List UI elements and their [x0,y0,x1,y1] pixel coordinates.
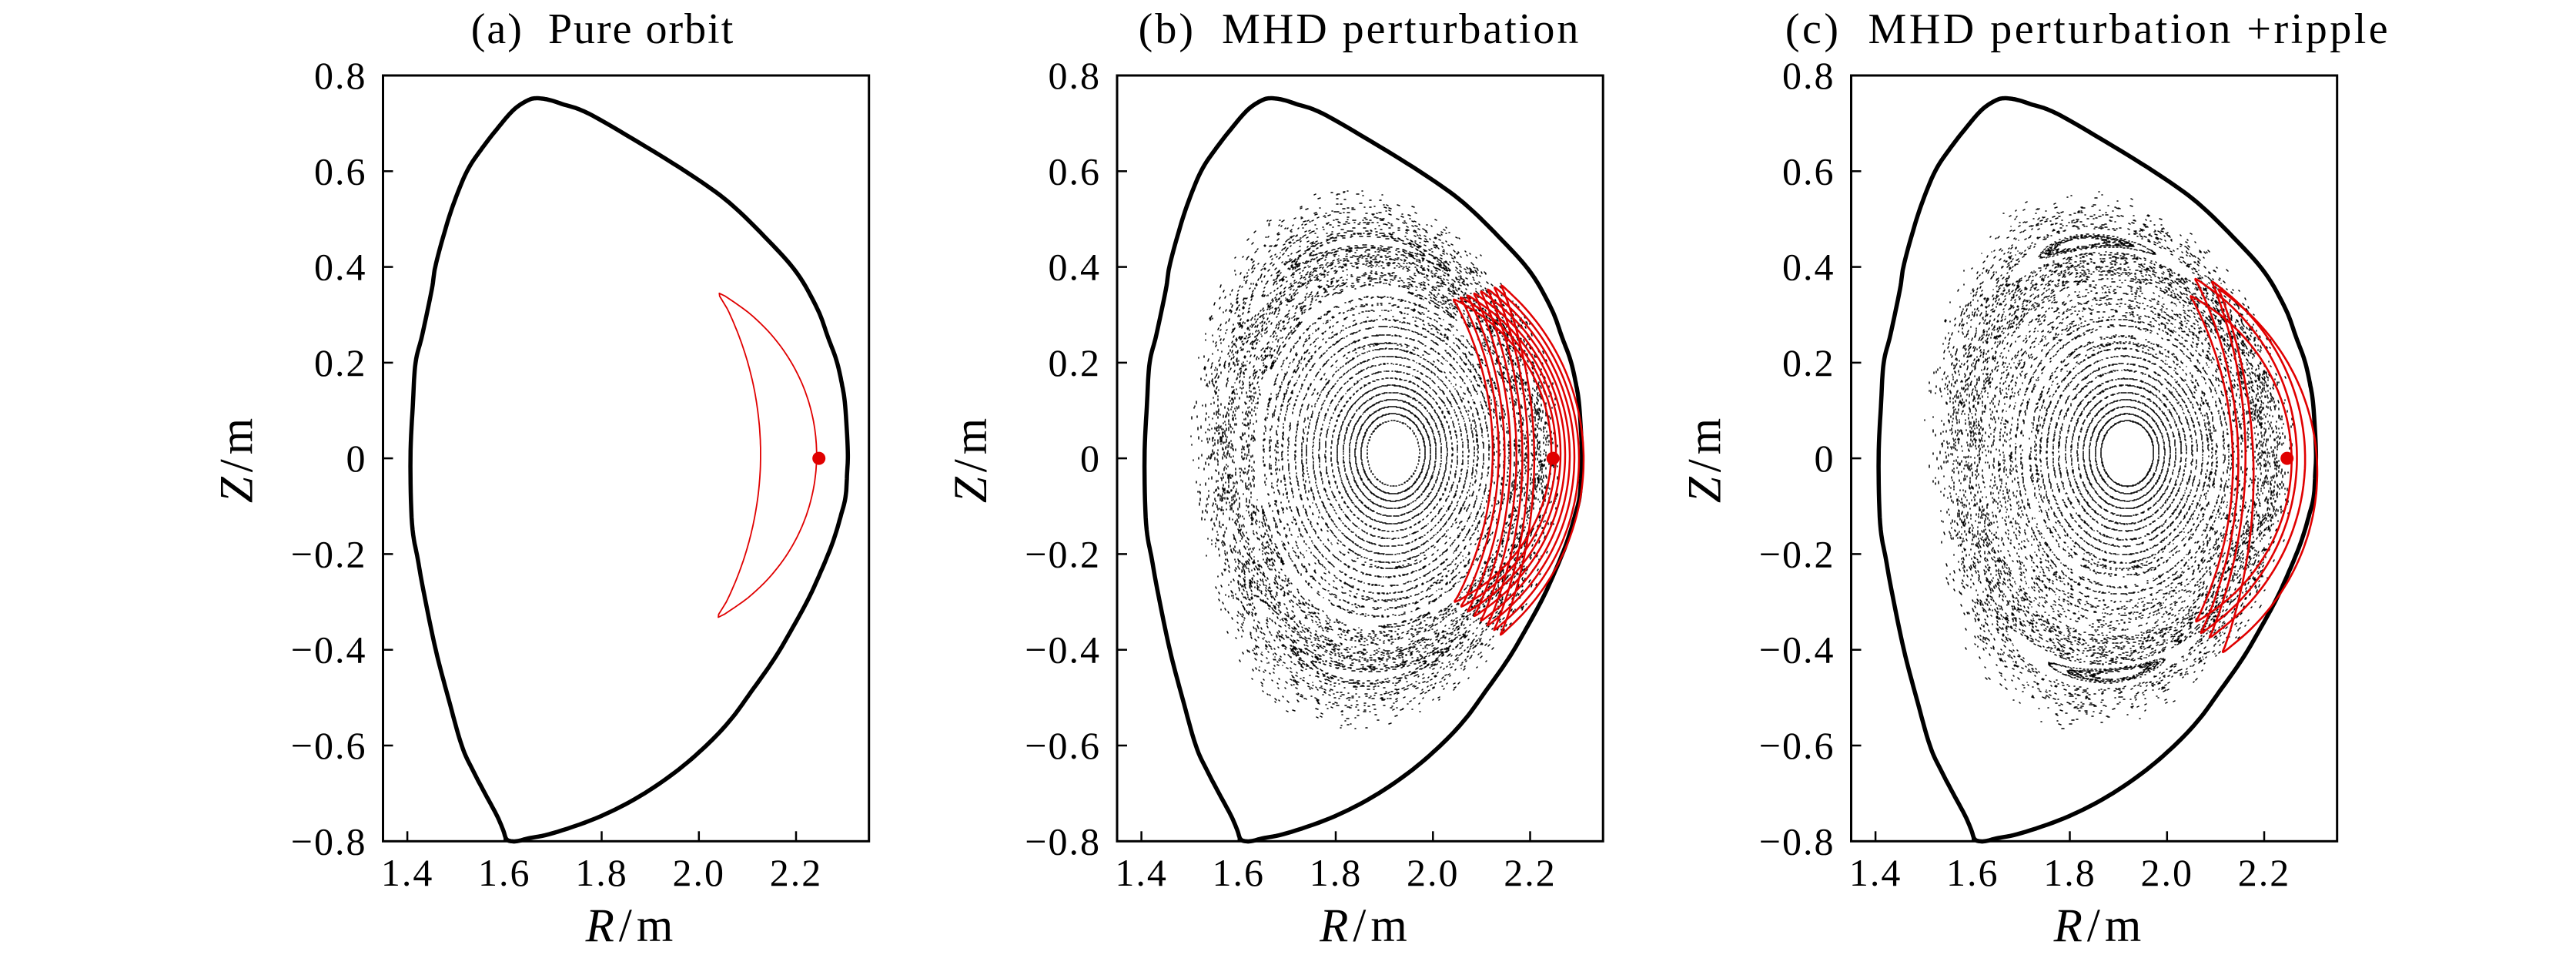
svg-text:(b) MHD perturbation: (b) MHD perturbation [1139,5,1581,53]
svg-text:−0.6: −0.6 [291,724,367,767]
svg-text:2.2: 2.2 [2238,851,2291,894]
svg-text:1.4: 1.4 [1849,851,1902,894]
svg-text:0: 0 [1080,437,1101,480]
svg-text:0.6: 0.6 [314,149,367,193]
svg-text:2.0: 2.0 [673,851,726,894]
svg-text:Z/m: Z/m [945,414,997,503]
svg-text:1.8: 1.8 [2043,851,2096,894]
svg-text:0.8: 0.8 [1782,54,1835,97]
svg-text:−0.4: −0.4 [1759,628,1835,672]
svg-text:(a) Pure orbit: (a) Pure orbit [471,5,735,53]
svg-text:2.0: 2.0 [2141,851,2194,894]
svg-text:R/m: R/m [2053,900,2146,952]
svg-text:(c) MHD perturbation +ripple: (c) MHD perturbation +ripple [1785,5,2390,53]
svg-text:−0.4: −0.4 [1025,628,1101,672]
svg-text:0.2: 0.2 [314,341,367,384]
svg-text:1.8: 1.8 [575,851,628,894]
svg-text:0.4: 0.4 [314,246,367,289]
svg-text:−0.6: −0.6 [1025,724,1101,767]
svg-text:Z/m: Z/m [212,414,263,503]
svg-text:−0.8: −0.8 [291,819,367,863]
svg-text:1.8: 1.8 [1310,851,1363,894]
svg-text:0.2: 0.2 [1049,341,1102,384]
svg-text:R/m: R/m [585,900,678,952]
svg-text:0.2: 0.2 [1782,341,1835,384]
svg-text:0.4: 0.4 [1782,246,1835,289]
svg-text:1.6: 1.6 [1213,851,1266,894]
svg-text:R/m: R/m [1319,900,1412,952]
svg-text:1.6: 1.6 [1946,851,1999,894]
svg-text:−0.2: −0.2 [1025,532,1101,575]
svg-text:−0.6: −0.6 [1759,724,1835,767]
svg-text:−0.8: −0.8 [1025,819,1101,863]
svg-text:1.6: 1.6 [478,851,531,894]
svg-text:0.8: 0.8 [1049,54,1102,97]
svg-text:−0.2: −0.2 [1759,532,1835,575]
svg-text:1.4: 1.4 [381,851,434,894]
svg-text:−0.4: −0.4 [291,628,367,672]
svg-text:2.2: 2.2 [770,851,823,894]
svg-text:−0.8: −0.8 [1759,819,1835,863]
svg-text:0: 0 [1815,437,1835,480]
svg-text:0.6: 0.6 [1049,149,1102,193]
svg-text:0.8: 0.8 [314,54,367,97]
svg-text:0.4: 0.4 [1049,246,1102,289]
svg-text:2.2: 2.2 [1504,851,1557,894]
svg-text:2.0: 2.0 [1407,851,1460,894]
svg-text:−0.2: −0.2 [291,532,367,575]
svg-text:0: 0 [346,437,367,480]
svg-text:Z/m: Z/m [1680,414,1731,503]
svg-text:0.6: 0.6 [1782,149,1835,193]
svg-text:1.4: 1.4 [1115,851,1168,894]
